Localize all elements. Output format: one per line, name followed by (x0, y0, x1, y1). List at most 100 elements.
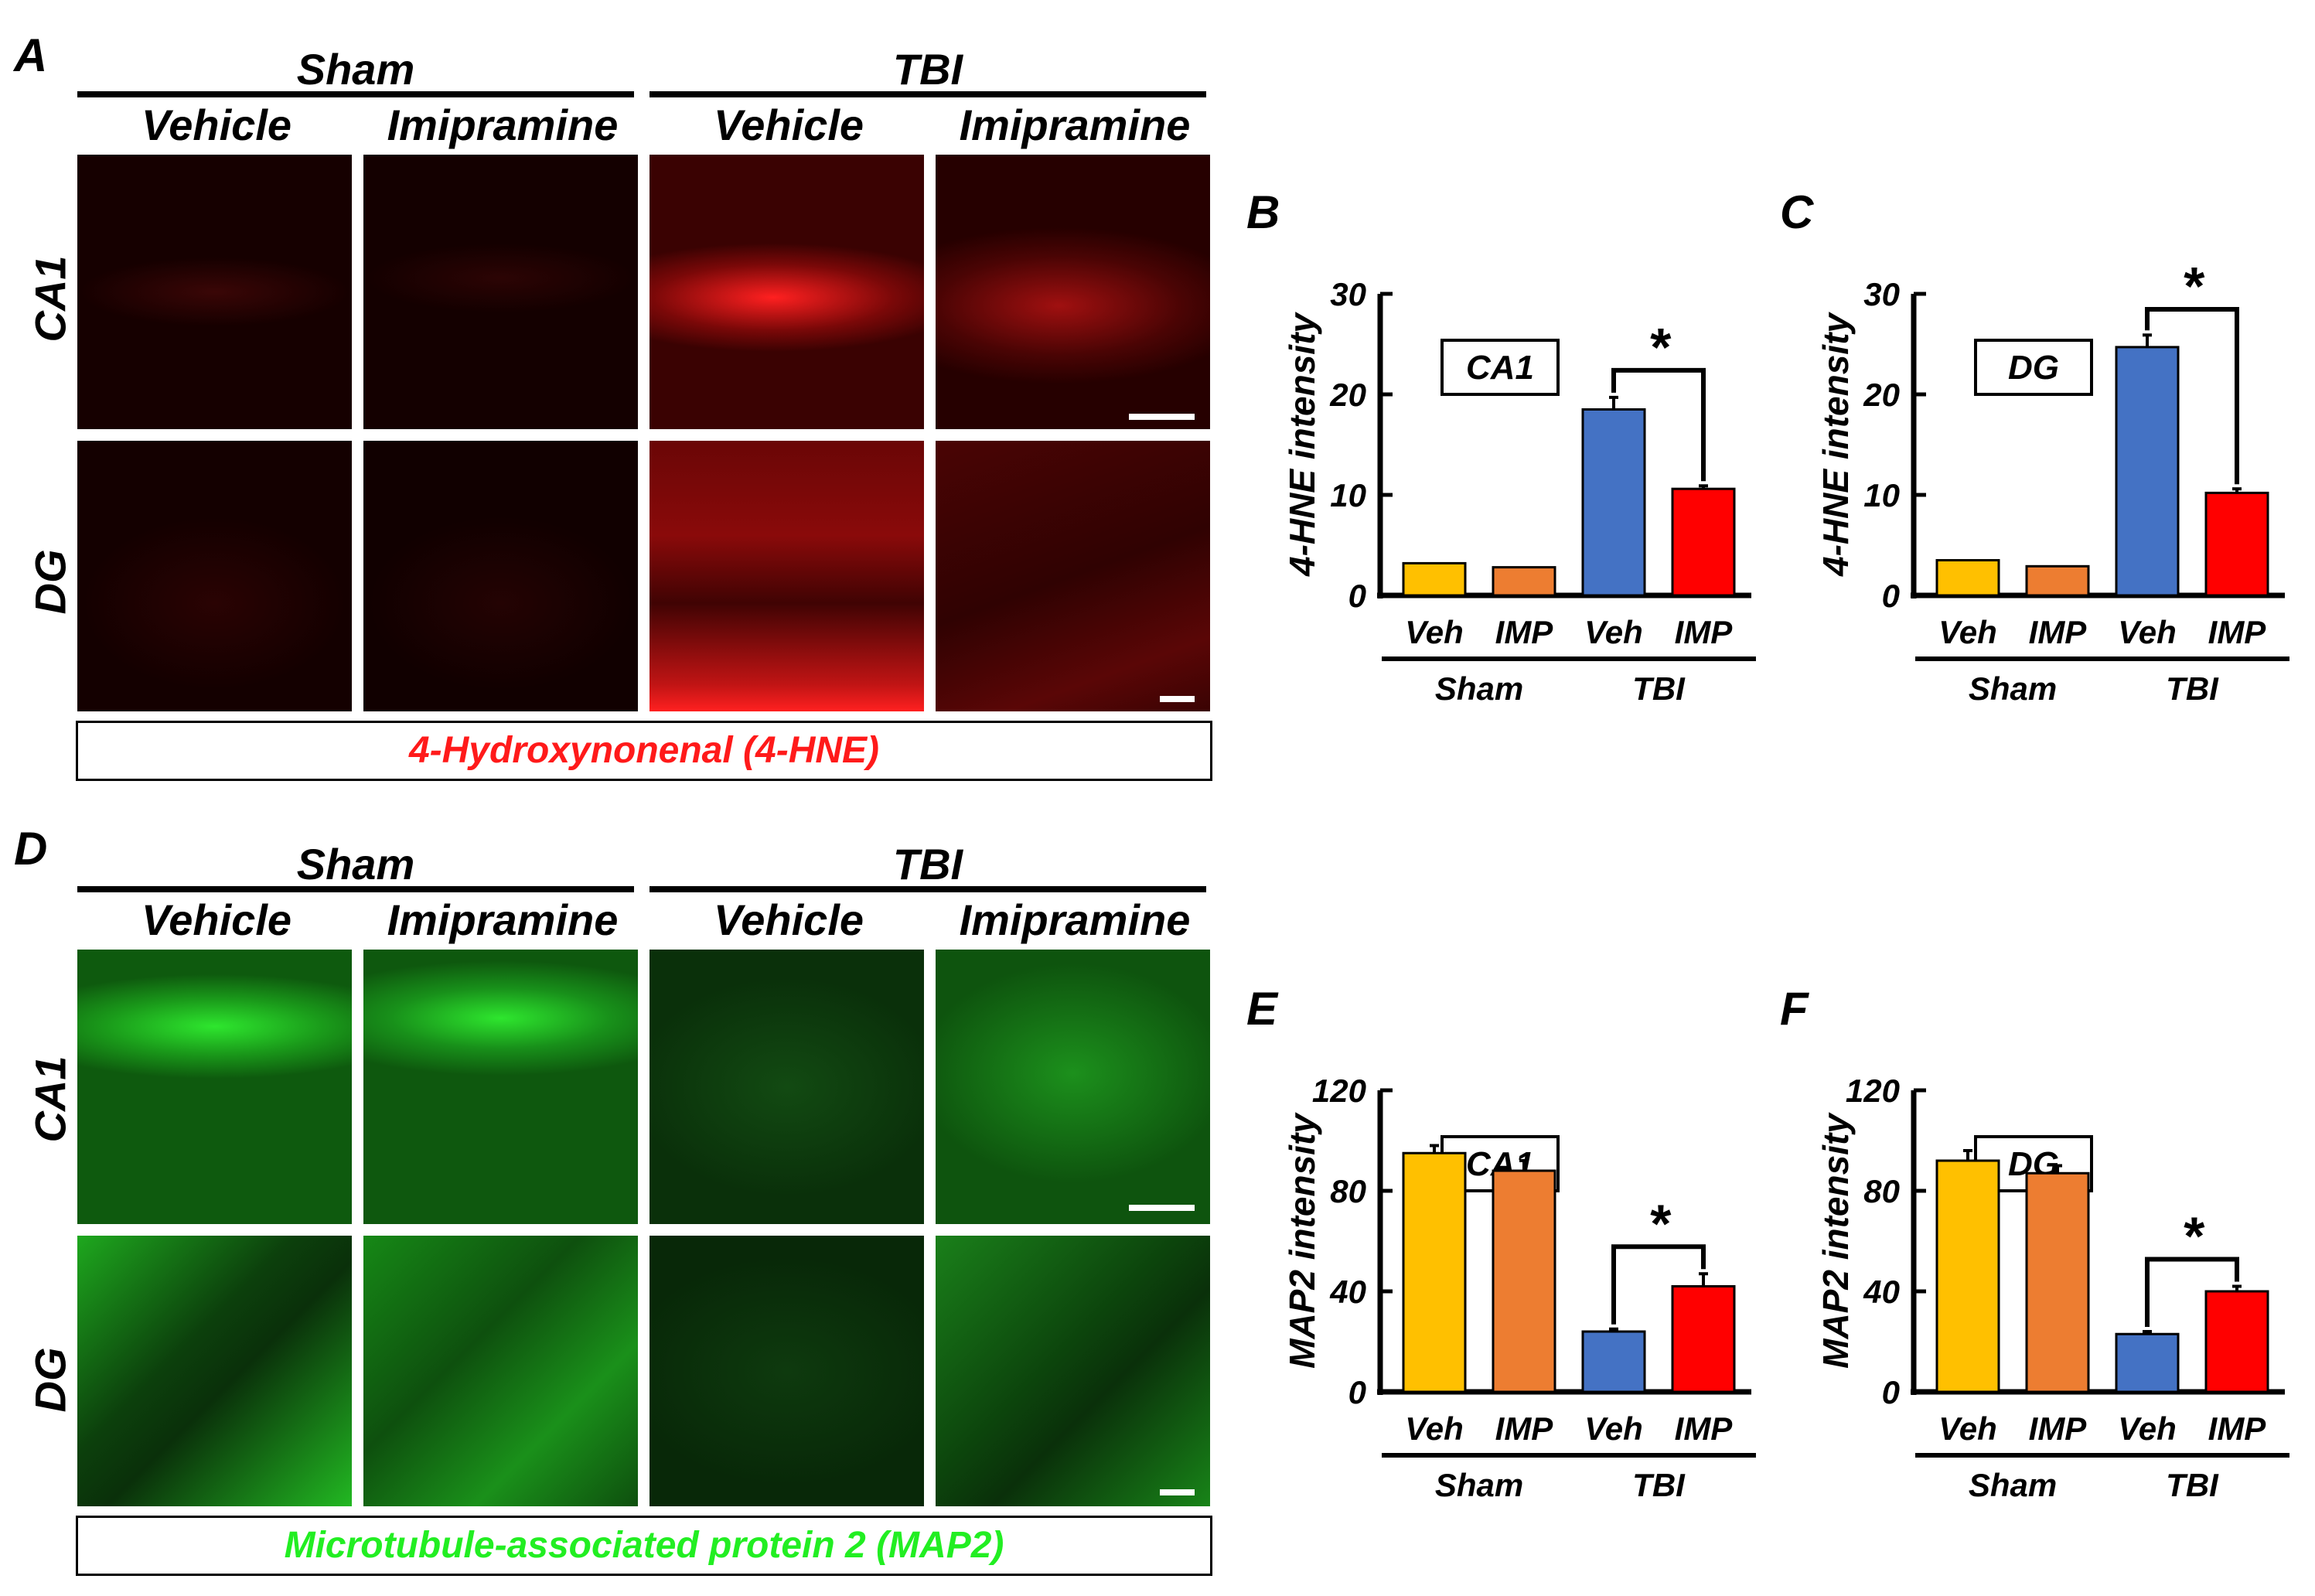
panel-label-c: C (1780, 186, 1814, 238)
micrograph-map2-dg-tbi-imipramine (936, 1236, 1210, 1506)
micrograph-map2-ca1-sham-imipramine (363, 950, 638, 1224)
group-label: Sham (1435, 670, 1523, 707)
hne-caption: 4-Hydroxynonenal (4-HNE) (76, 721, 1212, 781)
y-tick-label: 30 (1330, 276, 1366, 312)
header-sham: Sham (296, 840, 415, 888)
scale-bar (1160, 696, 1195, 702)
bar (1492, 566, 1556, 597)
panel-label-d: D (14, 823, 48, 875)
significance-bracket (2145, 1257, 2239, 1327)
region-label: DG (2008, 349, 2059, 387)
header-rule-tbi (649, 886, 1206, 892)
y-tick-label: 120 (1846, 1073, 1900, 1109)
micrograph-hne-ca1-sham-vehicle (77, 155, 352, 429)
y-tick-label: 20 (1863, 377, 1900, 413)
significance-star: * (1648, 1193, 1671, 1253)
bar (1671, 1285, 1736, 1393)
group-label: TBI (2166, 1467, 2219, 1503)
category-label: IMP (2029, 614, 2088, 650)
header-imipramine: Imipramine (387, 895, 619, 944)
panel-label-f: F (1780, 983, 1809, 1035)
scale-bar (1160, 1489, 1195, 1495)
header-imipramine: Imipramine (387, 101, 619, 149)
header-rule-tbi (649, 91, 1206, 97)
bar (2025, 564, 2090, 597)
bar (2204, 491, 2269, 597)
bar (1671, 487, 1736, 597)
micrograph-hne-ca1-tbi-vehicle (649, 155, 924, 429)
significance-bracket (2145, 307, 2239, 485)
y-tick-label: 0 (1348, 578, 1366, 614)
bar (2115, 346, 2180, 597)
y-axis-label: 4-HNE intensity (1816, 312, 1856, 577)
panel-label-e: E (1246, 983, 1278, 1035)
bar (1402, 561, 1467, 597)
category-label: IMP (2208, 1410, 2267, 1447)
region-label: CA1 (1466, 349, 1534, 387)
category-label: Veh (1938, 1410, 1996, 1447)
map2-caption: Microtubule-associated protein 2 (MAP2) (76, 1516, 1212, 1576)
group-label: TBI (1632, 670, 1686, 707)
panel-label-a: A (14, 29, 48, 81)
y-tick-label: 10 (1863, 477, 1900, 513)
micrograph-hne-ca1-sham-imipramine (363, 155, 638, 429)
header-tbi: TBI (892, 840, 963, 888)
micrograph-map2-ca1-tbi-vehicle (649, 950, 924, 1224)
y-tick-label: 10 (1330, 477, 1366, 513)
row-label-dg: DG (26, 549, 75, 615)
category-label: Veh (2118, 614, 2176, 650)
micrograph-map2-ca1-sham-vehicle (77, 950, 352, 1224)
bar (1581, 408, 1646, 597)
micrograph-map2-dg-sham-imipramine (363, 1236, 638, 1506)
header-rule-sham (77, 91, 634, 97)
micrograph-map2-dg-sham-vehicle (77, 1236, 352, 1506)
bar (1492, 1169, 1556, 1393)
category-label: IMP (2029, 1410, 2088, 1447)
header-vehicle: Vehicle (141, 101, 292, 149)
group-label: Sham (1969, 670, 2057, 707)
category-label: Veh (2118, 1410, 2176, 1447)
significance-star: * (2181, 1206, 2204, 1267)
bar (1935, 1159, 2000, 1393)
group-label: Sham (1435, 1467, 1523, 1503)
chart-hne-ca1: 4-HNE intensity 0 10 20 30 CA1 * Veh IMP Veh IMP Sh… (1282, 276, 1756, 707)
region-box (1974, 339, 2093, 396)
y-tick-label: 20 (1329, 377, 1366, 413)
header-tbi: TBI (892, 45, 963, 94)
bar (1402, 1151, 1467, 1393)
category-label: IMP (1675, 614, 1734, 650)
header-vehicle: Vehicle (713, 895, 864, 944)
region-box (1440, 339, 1560, 396)
significance-star: * (2181, 256, 2204, 316)
category-label: IMP (2208, 614, 2267, 650)
category-label: IMP (1495, 1410, 1554, 1447)
group-label: TBI (2166, 670, 2219, 707)
scale-bar (1129, 1205, 1195, 1211)
significance-bracket (1611, 1244, 1706, 1325)
y-tick-label: 120 (1312, 1073, 1366, 1109)
y-tick-label: 80 (1863, 1173, 1900, 1209)
header-rule-sham (77, 886, 634, 892)
scale-bar (1129, 414, 1195, 420)
panel-label-b: B (1246, 186, 1280, 238)
bar (2204, 1290, 2269, 1393)
y-tick-label: 0 (1348, 1374, 1366, 1410)
y-tick-label: 0 (1882, 578, 1900, 614)
significance-bracket (1611, 367, 1706, 482)
y-axis-label: MAP2 intensity (1816, 1112, 1856, 1369)
bar (2115, 1332, 2180, 1393)
header-imipramine: Imipramine (959, 895, 1191, 944)
header-vehicle: Vehicle (141, 895, 292, 944)
category-label: IMP (1495, 614, 1554, 650)
header-vehicle: Vehicle (713, 101, 864, 149)
category-label: IMP (1675, 1410, 1734, 1447)
micrograph-map2-dg-tbi-vehicle (649, 1236, 924, 1506)
bar (2025, 1171, 2090, 1393)
y-tick-label: 30 (1863, 276, 1900, 312)
group-label: TBI (1632, 1467, 1686, 1503)
micrograph-hne-dg-tbi-vehicle (649, 441, 924, 711)
row-label-dg: DG (26, 1347, 75, 1413)
micrograph-hne-dg-sham-vehicle (77, 441, 352, 711)
